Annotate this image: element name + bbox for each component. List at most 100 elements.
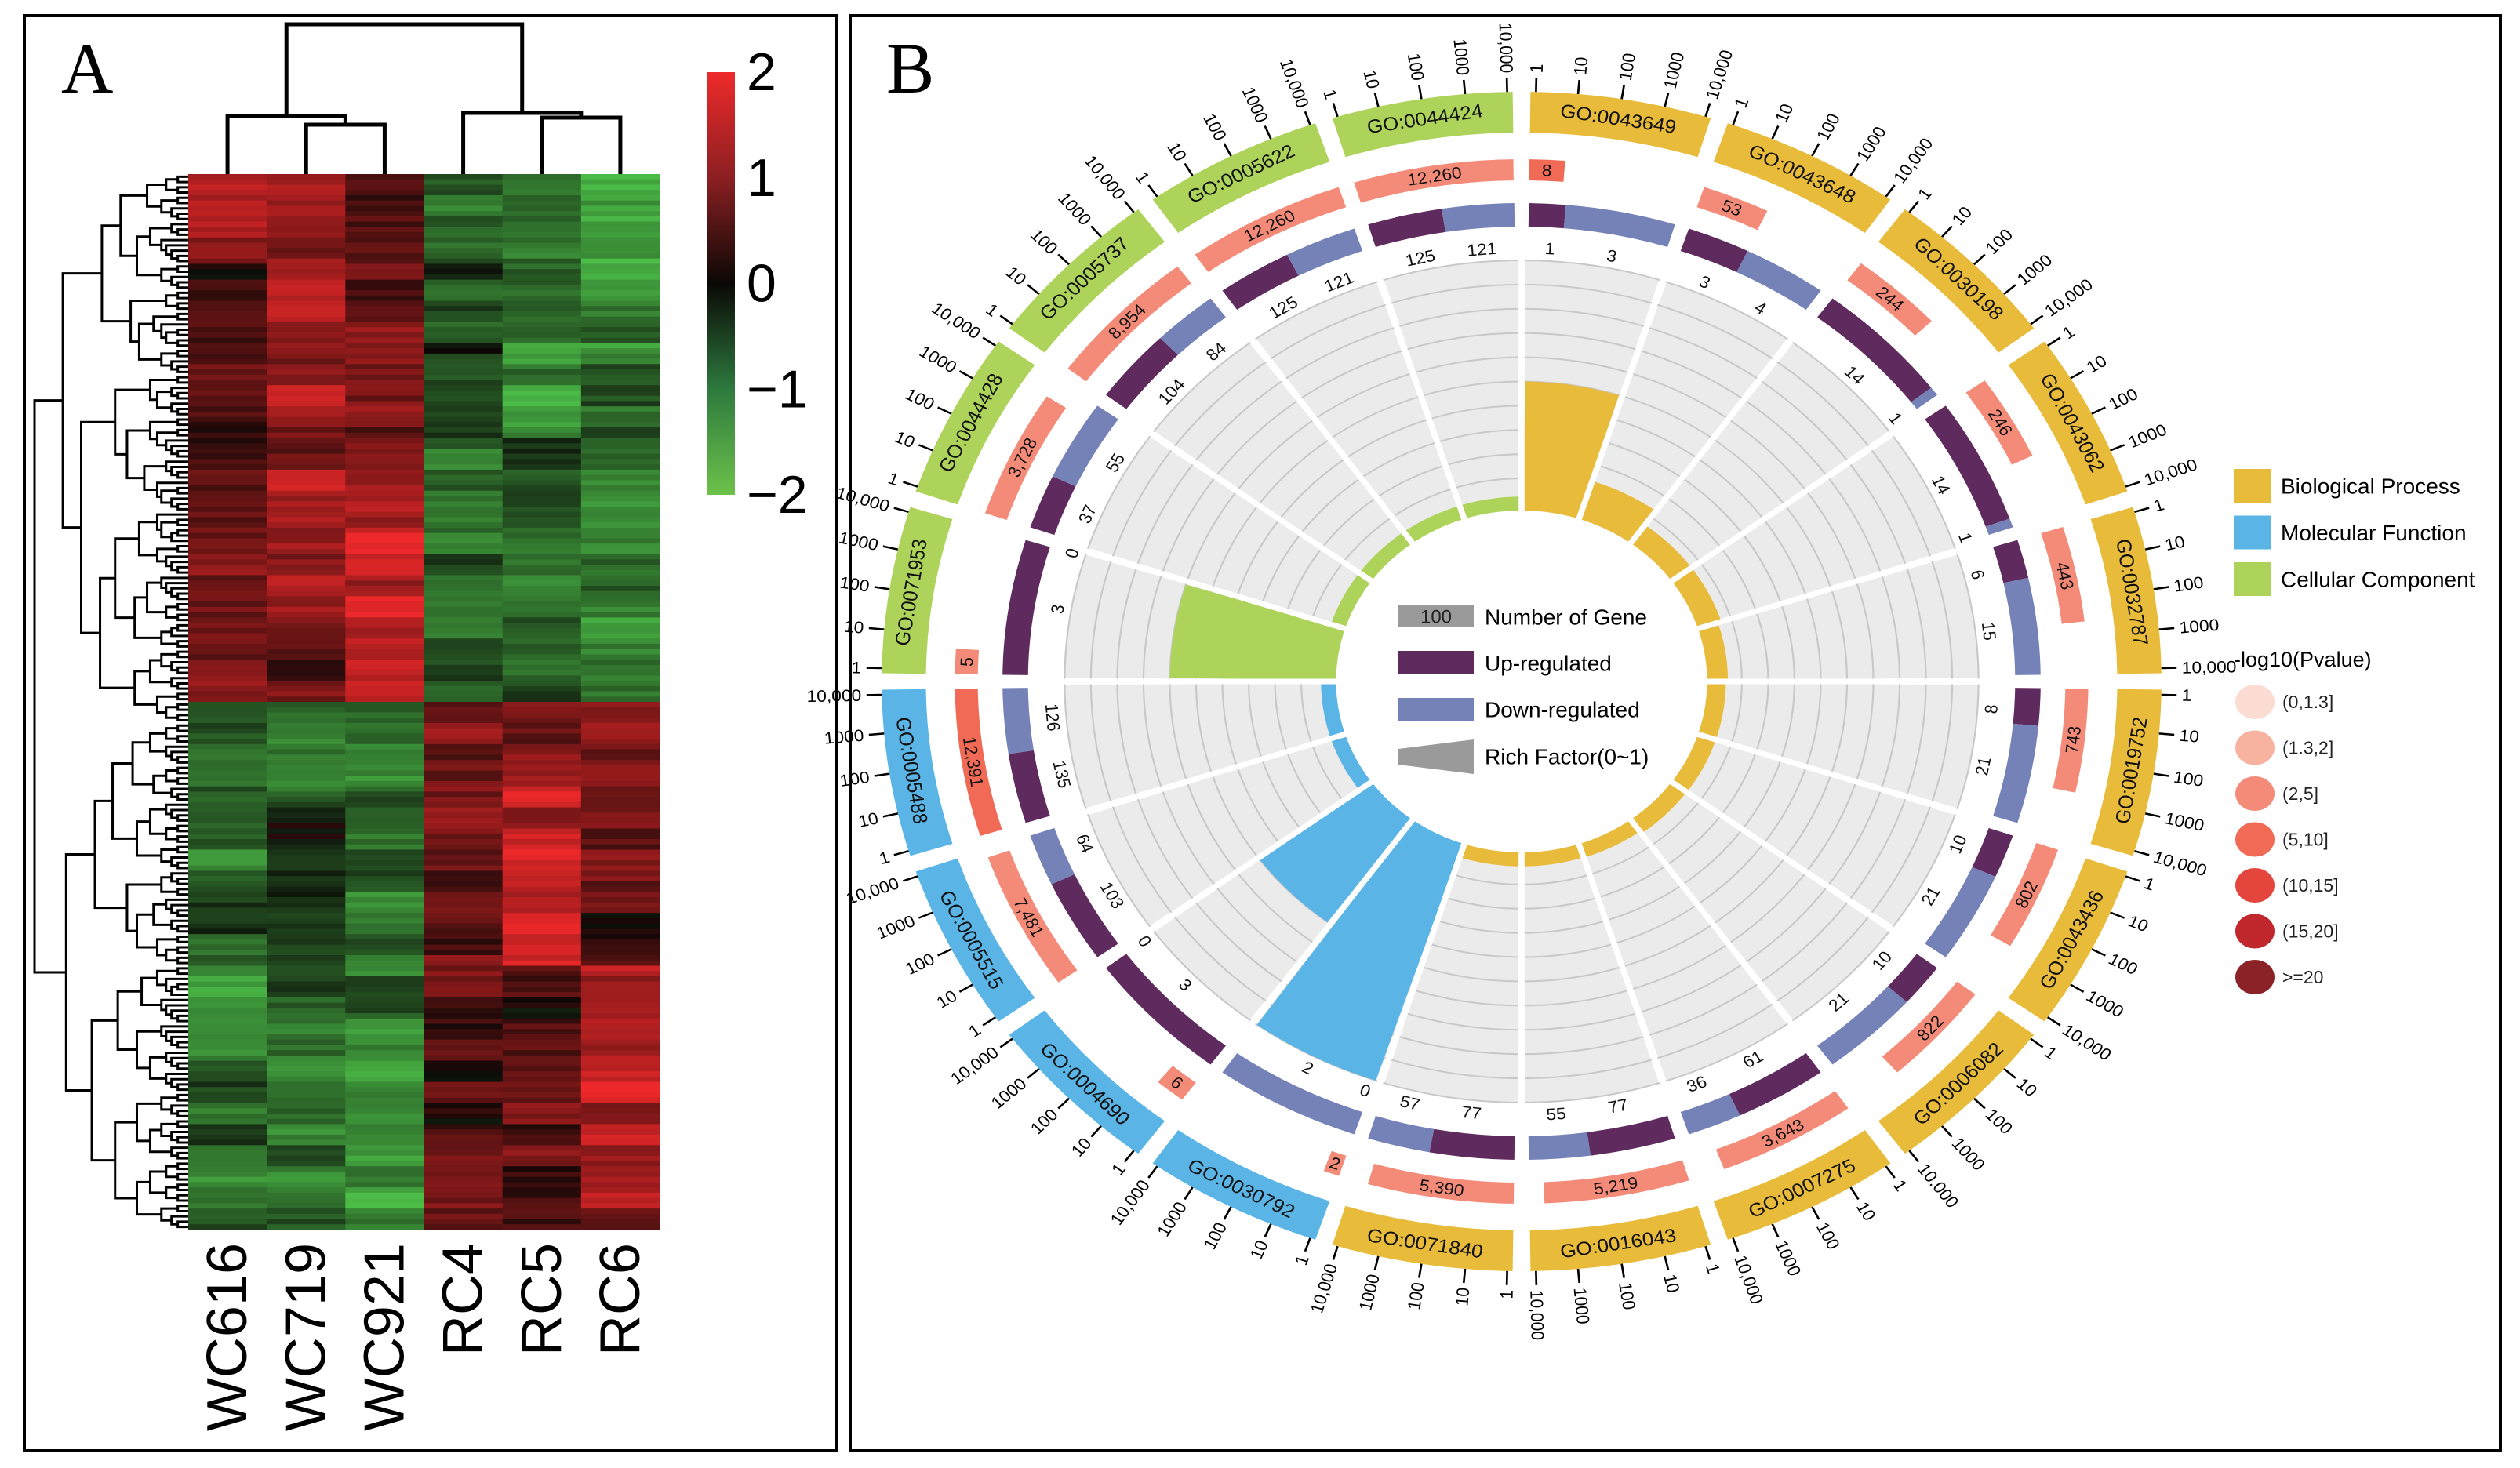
heatmap-cell <box>345 279 424 285</box>
heatmap-cell <box>580 242 660 249</box>
axis-tick-label: 10,000 <box>834 483 892 515</box>
heatmap-cell <box>267 290 346 296</box>
dendrogram-branch <box>176 407 188 416</box>
rich-factor-bar <box>1583 481 1654 536</box>
heatmap-cell <box>424 184 504 191</box>
heatmap-cell <box>424 1087 504 1093</box>
heatmap-cell <box>424 1192 504 1199</box>
heatmap-cell <box>188 459 267 465</box>
heatmap-cell <box>188 1139 267 1146</box>
heatmap-cell <box>580 934 660 940</box>
heatmap-cell <box>188 660 267 666</box>
heatmap-cell <box>267 1145 346 1151</box>
axis-tick-label: 1000 <box>2163 808 2206 835</box>
up-regulated-count: 77 <box>1606 1095 1630 1117</box>
heatmap-cell <box>188 580 267 587</box>
dendrogram-branch <box>170 1035 188 1046</box>
dendrogram-branch <box>170 985 188 997</box>
dendrogram-branch <box>176 835 188 843</box>
heatmap-cell <box>424 585 504 592</box>
heatmap-cell <box>188 838 267 845</box>
heatmap-cell <box>580 543 660 550</box>
heatmap-cell <box>580 1129 660 1136</box>
heatmap-cell <box>424 1071 504 1077</box>
heatmap-cell <box>502 1203 582 1209</box>
heatmap-cell <box>502 506 582 513</box>
heatmap-cell <box>267 316 346 322</box>
heatmap-cell <box>424 776 504 782</box>
heatmap-cell <box>188 760 267 766</box>
heatmap-cell <box>580 1145 660 1151</box>
heatmap-cell <box>580 1224 660 1230</box>
up-regulated-label: Up-regulated <box>1485 652 1612 676</box>
heatmap-cell <box>502 1134 582 1141</box>
axis-tick <box>2153 772 2169 777</box>
heatmap-cell <box>188 1097 267 1103</box>
heatmap-cell <box>424 664 504 671</box>
heatmap-cell <box>188 1071 267 1077</box>
heatmap-cell <box>188 612 267 618</box>
go-term-ring-segment <box>1529 1205 1711 1271</box>
heatmap-cell <box>267 886 346 892</box>
axis-tick <box>1373 1255 1380 1270</box>
heatmap-cell <box>502 907 582 914</box>
heatmap-cell <box>345 691 424 697</box>
heatmap-cell <box>345 823 424 830</box>
heatmap-cell <box>345 1208 424 1215</box>
axis-tick <box>1462 1268 1467 1284</box>
heatmap-cell <box>580 474 660 481</box>
heatmap-cell <box>424 406 504 412</box>
heatmap-cell <box>267 184 346 191</box>
heatmap-cell <box>345 702 424 708</box>
heatmap-cell <box>345 1197 424 1204</box>
heatmap-cell <box>580 997 660 1004</box>
heatmap-cell <box>580 955 660 961</box>
heatmap-cell <box>580 353 660 360</box>
heatmap-cell <box>502 279 582 285</box>
heatmap-cell <box>188 211 267 217</box>
heatmap-cell <box>345 733 424 739</box>
heatmap-cell <box>502 453 582 460</box>
heatmap-cell <box>188 501 267 507</box>
heatmap-cell <box>188 855 267 861</box>
axis-tick-label: 1 <box>2151 495 2167 515</box>
heatmap-cell <box>580 179 660 185</box>
heatmap-cell <box>502 364 582 370</box>
heatmap-cell <box>267 1208 346 1215</box>
dendrogram-branch <box>176 956 188 965</box>
heatmap-cell <box>188 1182 267 1188</box>
heatmap-cell <box>502 643 582 650</box>
heatmap-cell <box>580 1208 660 1215</box>
heatmap-cell <box>188 184 267 191</box>
heatmap-cell <box>188 617 267 623</box>
heatmap-cell <box>188 812 267 819</box>
dendrogram-branch <box>160 876 178 893</box>
heatmap-cell <box>424 1124 504 1130</box>
heatmap-cell <box>188 263 267 270</box>
heatmap-cell <box>502 227 582 233</box>
heatmap-cell <box>345 844 424 850</box>
colorbar-tick-label: 0 <box>747 254 776 314</box>
dendrogram-branch <box>160 848 178 863</box>
heatmap-cell <box>502 981 582 987</box>
heatmap-cell <box>580 490 660 497</box>
heatmap-cell <box>424 327 504 333</box>
heatmap-cell <box>580 976 660 983</box>
down-regulated-count: 0 <box>1061 546 1084 560</box>
heatmap-cell <box>267 364 346 370</box>
axis-tick <box>1732 1237 1740 1252</box>
heatmap-cell <box>188 1166 267 1172</box>
gene-count-bar <box>2053 688 2089 793</box>
heatmap-cell <box>188 918 267 925</box>
dendrogram-branch <box>143 465 166 492</box>
axis-tick <box>1940 1125 1953 1138</box>
heatmap-cell <box>188 1066 267 1072</box>
heatmap-cell <box>424 654 504 660</box>
heatmap-cell <box>424 855 504 861</box>
heatmap-cell <box>502 211 582 217</box>
heatmap-cell <box>424 211 504 217</box>
heatmap-cell <box>502 1023 582 1030</box>
heatmap-cell <box>188 728 267 734</box>
heatmap-cell <box>502 263 582 270</box>
background-sector <box>1523 852 1660 1103</box>
